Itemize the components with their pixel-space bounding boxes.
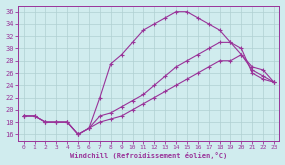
X-axis label: Windchill (Refroidissement éolien,°C): Windchill (Refroidissement éolien,°C) bbox=[70, 152, 227, 159]
